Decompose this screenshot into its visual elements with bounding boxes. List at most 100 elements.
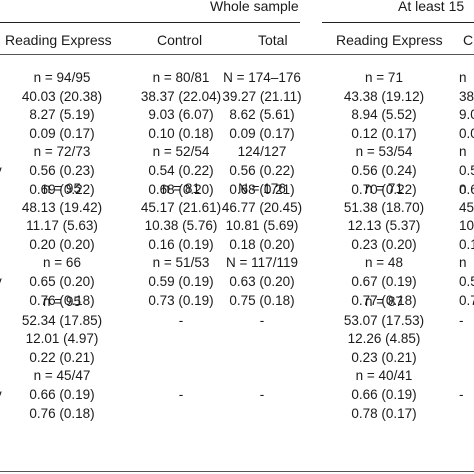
- row-label-fragment: v: [0, 163, 2, 178]
- table-cell: n = 40/41: [355, 368, 413, 384]
- table-cell: 0.56 (0.24): [351, 163, 417, 178]
- table-row: n = 94/95 n = 80/81 N = 174–176 n = 71 n: [0, 70, 474, 89]
- table-cell: 10.38 (5.76): [144, 218, 218, 234]
- column-header-control: Control: [157, 32, 203, 48]
- table-cell: 0.5: [459, 163, 474, 178]
- table-row: 0.09 (0.17) 0.10 (0.18) 0.09 (0.17) 0.12 (0…: [0, 126, 474, 145]
- table-cell: 0.5: [459, 274, 474, 289]
- table-cell: 10.3: [459, 218, 474, 234]
- table-cell: -: [178, 312, 184, 328]
- table-cell: 0.75 (0.18): [229, 292, 295, 308]
- table-cell: 0.09 (0.17): [29, 125, 95, 141]
- table-cell: 39.27 (21.11): [222, 88, 302, 104]
- table-row: n = 95 n = 87: [0, 294, 474, 313]
- table-row: v 0.66 (0.19) - - 0.66 (0.19) -: [0, 387, 474, 406]
- table-cell: n: [459, 70, 467, 85]
- table-cell: 0.66 (0.19): [351, 387, 417, 402]
- table-cell: 52.34 (17.85): [21, 312, 103, 328]
- table-cell: 8.27 (5.19): [29, 107, 95, 123]
- table-cell: -: [459, 312, 464, 328]
- table-bottom-rule: [0, 471, 474, 472]
- table-cell: -: [178, 387, 184, 402]
- table-cell: 0.7: [459, 292, 474, 308]
- table-row: v 0.65 (0.20) 0.59 (0.19) 0.63 (0.20) 0.67 (…: [0, 274, 474, 293]
- table-cell: 12.01 (4.97): [25, 331, 99, 347]
- table-cell: 0.56 (0.22): [229, 163, 295, 178]
- table-cell: 0.59 (0.19): [148, 274, 214, 289]
- table-cell: n = 80/81: [152, 70, 210, 85]
- table-cell: 0.66 (0.19): [29, 387, 95, 402]
- table-cell: n: [459, 144, 467, 160]
- table-row: 11.17 (5.63) 10.38 (5.76) 10.81 (5.69) 12.1…: [0, 218, 474, 237]
- table-cell: n = 81: [162, 181, 200, 196]
- table-cell: N = 176: [238, 181, 286, 196]
- table-row: 12.01 (4.97) 12.26 (4.85): [0, 331, 474, 350]
- table-cell: 48.13 (19.42): [21, 199, 103, 215]
- table-row: n = 95 n = 81 N = 176 n = 71 n: [0, 181, 474, 200]
- table-row: 8.27 (5.19) 9.03 (6.07) 8.62 (5.61) 8.94 (5…: [0, 107, 474, 126]
- table-cell: 38.3: [459, 88, 474, 104]
- table-cell: 46.77 (20.45): [221, 199, 303, 215]
- table-row: n = 45/47 n = 40/41: [0, 368, 474, 387]
- group-title-whole-sample: Whole sample: [210, 0, 299, 14]
- table-cell: 0.68 (0.21): [229, 181, 295, 197]
- table-cell: 0.22 (0.21): [29, 349, 95, 365]
- table-cell: 10.81 (5.69): [225, 218, 299, 234]
- table-cell: 38.37 (22.04): [140, 88, 222, 104]
- header-bottom-rule: [0, 54, 474, 55]
- table-cell: n = 94/95: [33, 70, 91, 85]
- table-cell: n = 72/73: [33, 144, 91, 160]
- table-cell: 0.16 (0.19): [148, 236, 214, 252]
- table-row: 0.76 (0.18) 0.73 (0.19) 0.75 (0.18) 0.77 (0…: [0, 293, 474, 312]
- group-title-at-least: At least 15: [398, 0, 465, 14]
- table-cell: -: [259, 312, 265, 328]
- column-header-reading-express-2: Reading Express: [336, 32, 443, 48]
- table-cell: 12.26 (4.85): [347, 331, 421, 347]
- column-header-reading-express: Reading Express: [5, 32, 112, 48]
- column-header-total: Total: [258, 32, 288, 48]
- table-row: 52.34 (17.85) - - 53.07 (17.53) -: [0, 313, 474, 332]
- table-cell: 51.38 (18.70): [343, 199, 425, 215]
- table-cell: n: [459, 255, 467, 271]
- table-row: 48.13 (19.42) 45.17 (21.61) 46.77 (20.45) 5…: [0, 200, 474, 219]
- table-cell: 124/127: [237, 144, 287, 160]
- table-cell: 0.54 (0.22): [148, 163, 214, 178]
- table-cell: n: [459, 181, 467, 196]
- table-row: v 0.56 (0.23) 0.54 (0.22) 0.56 (0.22) 0.56 (…: [0, 163, 474, 182]
- table-cell: 53.07 (17.53): [343, 312, 425, 328]
- table-cell: 0.12 (0.17): [351, 125, 417, 141]
- table-cell: 0.65 (0.20): [29, 274, 95, 289]
- table-cell: 0.6: [459, 181, 474, 197]
- table-cell: n = 45/47: [33, 368, 91, 384]
- table-cell: N = 174–176: [223, 70, 301, 85]
- table-cell: n = 87: [365, 294, 403, 309]
- table-cell: 0.76 (0.18): [29, 405, 95, 421]
- table-cell: 43.38 (19.12): [343, 88, 425, 104]
- table-cell: 0.76 (0.18): [29, 292, 95, 308]
- table-cell: 0.73 (0.19): [148, 292, 214, 308]
- table-cell: 0.69 (0.22): [29, 181, 95, 197]
- table-cell: n = 71: [365, 181, 403, 196]
- table-row: 0.69 (0.22) 0.68 (0.20) 0.68 (0.21) 0.70 (0…: [0, 182, 474, 201]
- table-cell: 0.09 (0.17): [229, 125, 295, 141]
- table-cell: 0.23 (0.21): [351, 349, 417, 365]
- table-cell: 0.23 (0.20): [351, 236, 417, 252]
- table-cell: -: [459, 387, 464, 402]
- table-row: n = 72/73 n = 52/54 124/127 n = 53/54 n: [0, 144, 474, 163]
- table-cell: 0.0: [459, 125, 474, 141]
- table-cell: n = 48: [365, 255, 403, 271]
- table-cell: n = 71: [365, 70, 403, 85]
- table-cell: 0.63 (0.20): [229, 274, 295, 289]
- group-rule-at-least: [322, 22, 474, 23]
- table-row: n = 66 n = 51/53 N = 117/119 n = 48 n: [0, 255, 474, 274]
- table-cell: 9.03 (6.07): [148, 107, 214, 123]
- table-cell: 45.1: [459, 199, 474, 215]
- table-cell: 0.78 (0.17): [351, 405, 417, 421]
- table-cell: n = 51/53: [152, 255, 210, 271]
- table-cell: 0.20 (0.20): [29, 236, 95, 252]
- table-cell: 8.62 (5.61): [229, 107, 295, 123]
- table-cell: 0.56 (0.23): [29, 163, 95, 178]
- table-row: 0.20 (0.20) 0.16 (0.19) 0.18 (0.20) 0.23 (0…: [0, 237, 474, 256]
- table-cell: n = 95: [43, 181, 81, 196]
